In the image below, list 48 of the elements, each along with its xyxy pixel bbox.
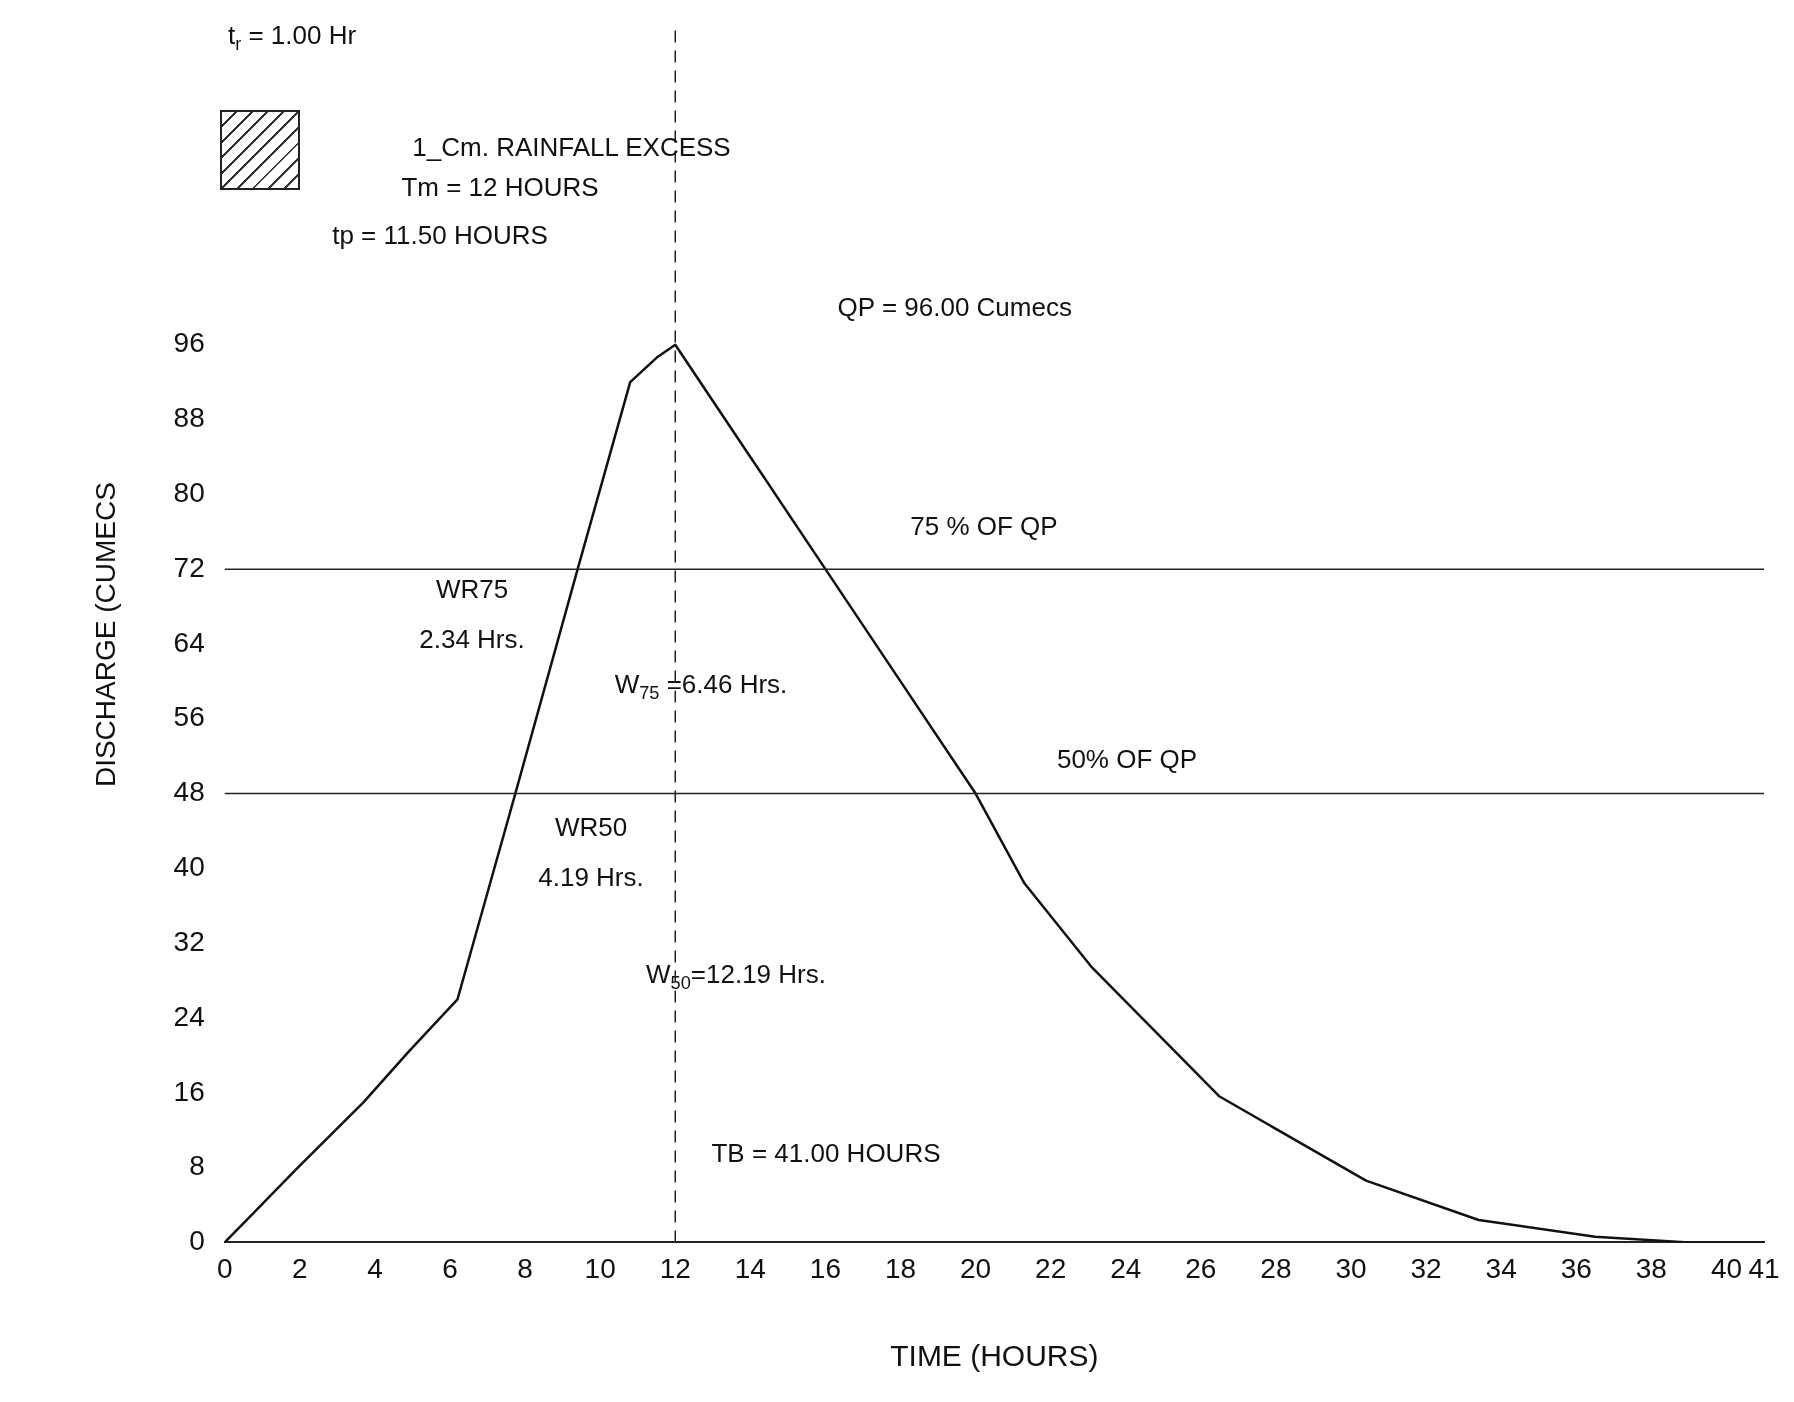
annotation: 75 % OF QP	[910, 511, 1058, 542]
y-tick-label: 72	[173, 551, 205, 583]
x-tick-label: 34	[1485, 1252, 1517, 1284]
x-tick-label: 41	[1748, 1252, 1780, 1284]
y-tick-label: 32	[173, 925, 205, 957]
x-tick-label: 10	[584, 1252, 616, 1284]
annotation: tp = 11.50 HOURS	[332, 220, 548, 251]
x-tick-label: 8	[517, 1252, 533, 1284]
x-tick-label: 28	[1260, 1252, 1292, 1284]
x-tick-label: 40	[1710, 1252, 1743, 1284]
x-tick-label: 36	[1560, 1252, 1592, 1284]
annotation: 4.19 Hrs.	[538, 862, 644, 893]
y-tick-label: 64	[173, 626, 205, 658]
y-tick-label: 40	[173, 851, 205, 883]
x-tick-label: 24	[1110, 1252, 1142, 1284]
x-tick-label: 38	[1635, 1252, 1667, 1284]
x-tick-label: 6	[442, 1252, 458, 1284]
x-tick-label: 14	[734, 1252, 766, 1284]
annotation: 1_Cm. RAINFALL EXCESS	[412, 132, 731, 163]
y-tick-label: 0	[189, 1225, 205, 1257]
annotation: Tm = 12 HOURS	[401, 172, 599, 203]
x-tick-label: 2	[292, 1252, 308, 1284]
y-tick-label: 80	[173, 477, 205, 509]
x-tick-label: 26	[1185, 1252, 1217, 1284]
x-tick-label: 12	[659, 1252, 691, 1284]
annotation: TB = 41.00 HOURS	[711, 1138, 941, 1169]
annotation: 2.34 Hrs.	[419, 624, 525, 655]
y-tick-label: 16	[173, 1075, 205, 1107]
y-axis-title: DISCHARGE (CUMECS	[89, 482, 121, 788]
annotation: QP = 96.00 Cumecs	[837, 292, 1072, 323]
x-tick-label: 4	[367, 1252, 383, 1284]
annotation: WR75	[435, 574, 509, 605]
x-tick-label: 16	[809, 1252, 842, 1284]
x-tick-label: 30	[1335, 1252, 1367, 1284]
annotation: WR50	[554, 812, 628, 843]
y-tick-label: 96	[173, 327, 205, 359]
x-tick-label: 18	[884, 1252, 917, 1284]
y-tick-label: 24	[173, 1000, 205, 1032]
y-tick-label: 8	[189, 1150, 205, 1182]
annotation: 50% OF QP	[1056, 744, 1198, 775]
y-tick-label: 56	[173, 701, 205, 733]
x-tick-label: 20	[960, 1252, 992, 1284]
y-tick-label: 48	[173, 776, 205, 808]
x-axis-title: TIME (HOURS)	[890, 1339, 1099, 1373]
y-tick-label: 88	[173, 402, 205, 434]
x-tick-label: 32	[1410, 1252, 1442, 1284]
x-tick-label: 22	[1035, 1252, 1067, 1284]
x-tick-label: 0	[216, 1252, 233, 1284]
